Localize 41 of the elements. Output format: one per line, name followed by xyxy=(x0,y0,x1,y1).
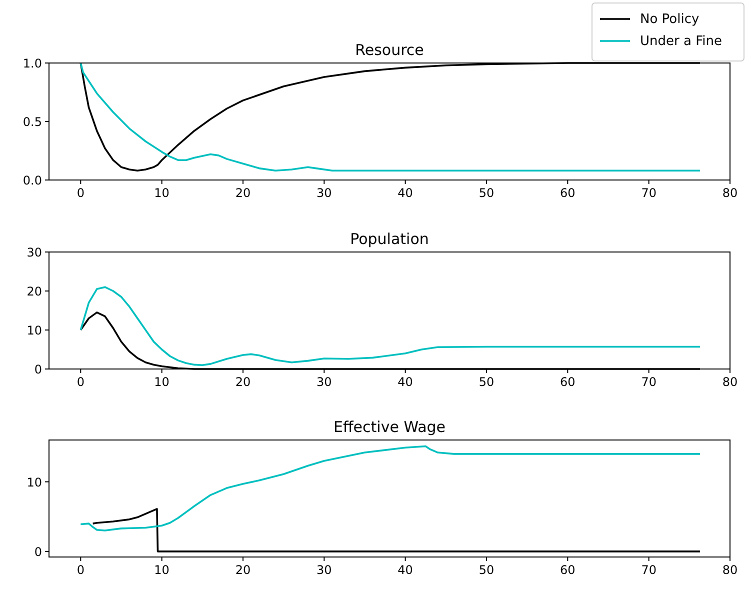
x-tick-label: 70 xyxy=(641,563,656,577)
x-tick-label: 10 xyxy=(154,563,170,577)
x-tick-label: 80 xyxy=(722,375,738,389)
x-tick-label: 50 xyxy=(478,375,494,389)
legend-label: No Policy xyxy=(640,12,700,27)
y-tick-label: 0 xyxy=(34,362,42,376)
x-tick-label: 60 xyxy=(560,186,576,200)
x-tick-label: 80 xyxy=(722,186,738,200)
legend-label: Under a Fine xyxy=(640,34,722,49)
x-tick-label: 30 xyxy=(316,563,332,577)
y-tick-label: 0 xyxy=(34,544,42,559)
x-tick-label: 0 xyxy=(76,563,84,577)
chart-title: Resource xyxy=(355,41,424,59)
y-tick-label: 0.5 xyxy=(22,115,42,129)
x-tick-label: 70 xyxy=(641,375,656,389)
y-tick-label: 10 xyxy=(26,475,42,490)
x-tick-label: 40 xyxy=(398,563,413,577)
x-tick-label: 80 xyxy=(722,563,738,577)
chart-title: Effective Wage xyxy=(333,418,446,436)
chart-title: Population xyxy=(350,230,429,248)
y-tick-label: 10 xyxy=(26,324,42,338)
x-tick-label: 60 xyxy=(560,375,576,389)
y-tick-label: 20 xyxy=(26,284,42,298)
x-tick-label: 60 xyxy=(560,563,576,577)
x-tick-label: 50 xyxy=(478,186,494,200)
x-tick-label: 40 xyxy=(398,186,413,200)
y-tick-label: 1.0 xyxy=(22,56,42,70)
x-tick-label: 30 xyxy=(316,186,332,200)
x-tick-label: 20 xyxy=(235,563,251,577)
x-tick-label: 10 xyxy=(154,375,170,389)
x-tick-label: 0 xyxy=(76,375,84,389)
x-tick-label: 20 xyxy=(235,375,251,389)
x-tick-label: 30 xyxy=(316,375,332,389)
y-tick-label: 0.0 xyxy=(22,174,42,188)
y-tick-label: 30 xyxy=(26,246,42,260)
x-tick-label: 70 xyxy=(641,186,656,200)
x-tick-label: 10 xyxy=(154,186,170,200)
x-tick-label: 40 xyxy=(398,375,413,389)
x-tick-label: 0 xyxy=(76,186,84,200)
x-tick-label: 20 xyxy=(235,186,251,200)
x-tick-label: 50 xyxy=(478,563,494,577)
